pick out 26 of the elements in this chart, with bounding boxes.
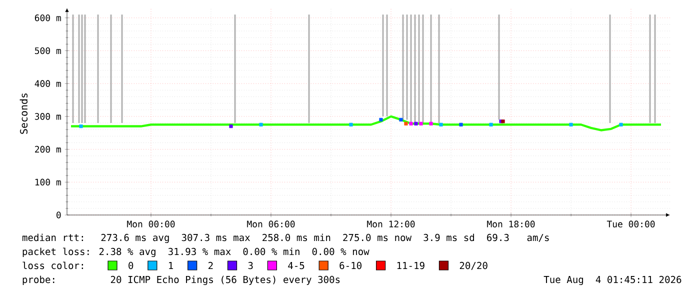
text: median rtt: 273.6 ms avg 307.3 ms max 258.0 ms min 275.0 ms now 3.9 ms sd 69.3 am/s — [22, 234, 549, 244]
legend-label: 0 — [128, 262, 134, 270]
x-tick-label: Tue 00:00 — [606, 220, 655, 228]
legend-label: 1 — [169, 262, 173, 269]
text: probe: 20 ICMP Echo Pings (56 Bytes) every 300s — [22, 276, 340, 286]
legend-label: 11-19 — [397, 262, 424, 270]
x-tick-label: Mon 18:00 — [487, 220, 535, 228]
legend-title: loss color: — [22, 262, 83, 270]
y-tick-label: 100 m — [35, 178, 61, 186]
legend-label: 2 — [208, 262, 213, 269]
legend-label: 3 — [248, 262, 253, 270]
y-tick-label: 300 m — [34, 113, 61, 120]
legend-label: 6-10 — [340, 262, 362, 270]
text: packet loss: 2.38 % avg 31.93 % max 0.00 % min 0.00 % now — [22, 248, 370, 258]
text: Tue Aug 4 01:45:11 2026 — [544, 276, 682, 286]
x-tick-label: Mon 06:00 — [247, 220, 295, 228]
y-tick-label: 0 — [56, 212, 61, 218]
y-tick-label: 500 m — [34, 47, 61, 54]
legend-label: 20/20 — [460, 262, 488, 270]
y-tick-label: 400 m — [34, 80, 61, 87]
y-tick-label: 600 m — [34, 14, 61, 22]
y-axis-title: Seconds — [20, 93, 28, 134]
x-tick-label: Mon 00:00 — [127, 220, 175, 228]
x-tick-label: Mon 12:00 — [367, 220, 415, 228]
legend-label: 4-5 — [288, 262, 304, 270]
y-tick-label: 200 m — [35, 146, 61, 153]
